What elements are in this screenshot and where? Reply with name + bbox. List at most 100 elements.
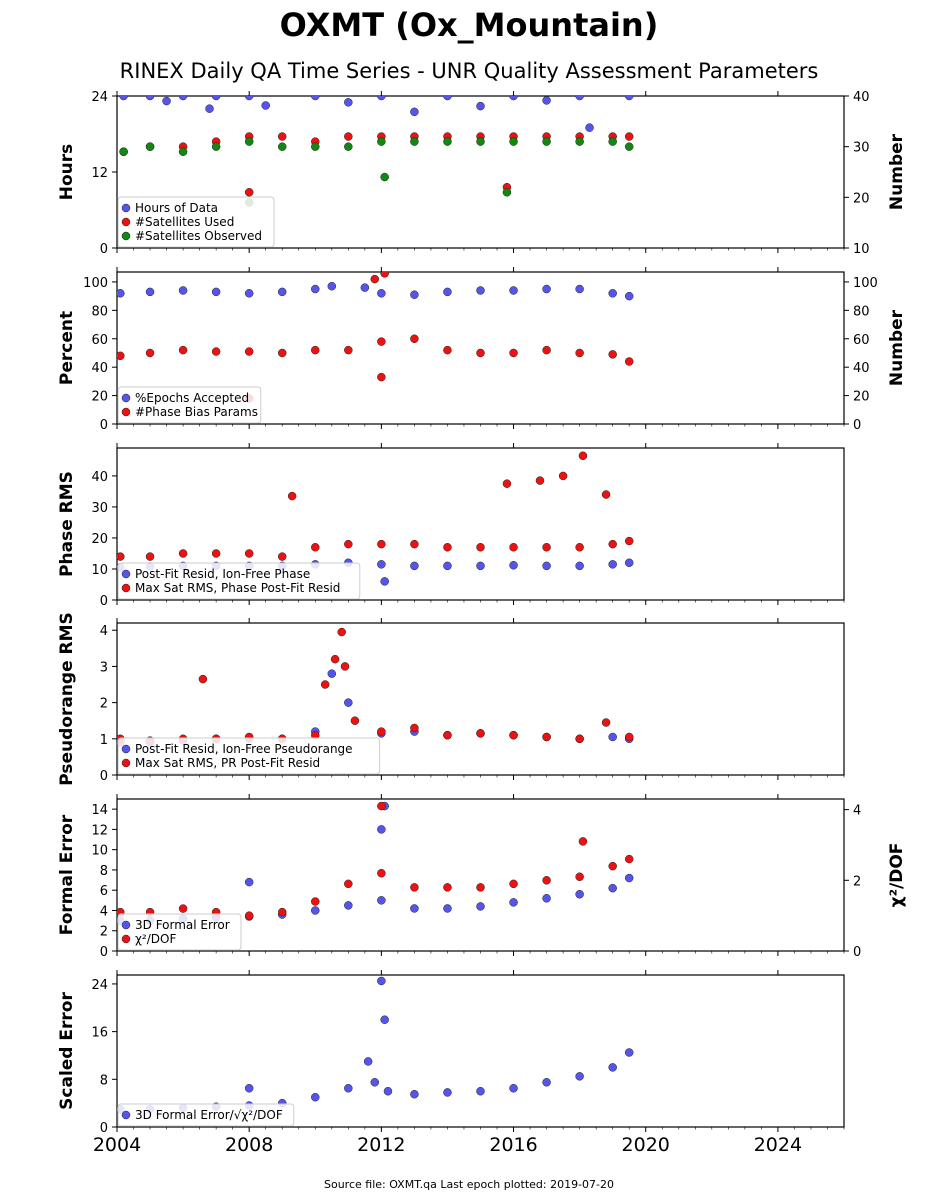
series-blue <box>117 669 634 747</box>
y-tick-label: 40 <box>91 361 108 376</box>
legend-label: χ²/DOF <box>135 932 176 946</box>
legend-box <box>117 196 275 248</box>
series-green <box>119 137 634 207</box>
data-point <box>145 348 155 358</box>
data-point <box>311 96 320 101</box>
y-tick-label: 6 <box>100 884 108 899</box>
data-point <box>509 1084 518 1093</box>
data-point <box>601 490 611 499</box>
data-point <box>410 904 419 913</box>
panel-scaled: 2004 2008 2012 2016 2020 2024 0 8 16 24 Scaled Err… <box>57 970 845 1156</box>
y-tick-label: 12 <box>91 823 108 838</box>
data-point <box>476 729 485 738</box>
data-point <box>575 890 584 899</box>
y-tick-label: 0 <box>100 769 108 784</box>
data-point <box>476 101 485 111</box>
data-point <box>608 883 617 893</box>
data-point <box>211 347 221 356</box>
data-point <box>542 876 551 885</box>
data-point <box>244 137 254 146</box>
series-layer <box>119 96 634 207</box>
data-point <box>575 137 584 146</box>
data-point <box>117 552 125 561</box>
data-point <box>542 561 551 571</box>
legend-label: Max Sat RMS, Phase Post-Fit Resid <box>135 581 340 595</box>
data-point <box>363 1057 373 1066</box>
data-point <box>443 730 452 740</box>
data-point <box>410 561 419 571</box>
data-point <box>198 674 208 684</box>
data-point <box>535 476 545 485</box>
data-point <box>344 901 353 910</box>
data-point <box>575 872 584 882</box>
series-blue <box>117 976 634 1114</box>
data-point <box>211 96 221 101</box>
data-point <box>575 348 584 358</box>
y-tick-label: 24 <box>91 90 108 105</box>
data-point <box>178 345 188 355</box>
data-point <box>542 284 551 294</box>
data-point <box>178 96 188 101</box>
data-point <box>244 911 254 920</box>
data-point <box>410 723 419 733</box>
legend-label: Hours of Data <box>135 201 218 215</box>
data-point <box>178 904 188 913</box>
y2-tick-label: 2 <box>853 874 861 889</box>
y2-axis-label: χ²/DOF <box>887 843 907 908</box>
data-point <box>624 536 634 546</box>
x-tick-label: 2008 <box>225 1134 273 1156</box>
data-point <box>344 142 353 151</box>
data-point <box>370 274 380 284</box>
data-point <box>344 698 353 707</box>
y-tick-label: 0 <box>100 418 108 433</box>
y-tick-label: 80 <box>91 304 108 319</box>
data-point <box>178 549 188 558</box>
data-point <box>476 883 485 892</box>
data-point <box>119 96 128 101</box>
y-tick-label: 14 <box>91 803 108 818</box>
data-point <box>509 879 518 889</box>
data-point <box>145 287 155 297</box>
legend-label: #Phase Bias Params <box>135 405 258 419</box>
data-point <box>145 552 155 561</box>
data-point <box>542 732 551 742</box>
data-point <box>624 357 634 366</box>
data-point <box>261 101 270 110</box>
data-point <box>211 287 221 297</box>
legend-box <box>117 562 361 600</box>
data-point <box>211 142 221 151</box>
data-point <box>558 471 568 481</box>
legend-label: Post-Fit Resid, Ion-Free Pseudorange <box>135 742 353 756</box>
data-point <box>244 347 254 356</box>
y-axis-label: Pseudorange RMS <box>57 612 77 786</box>
series-blue <box>117 281 634 301</box>
legend: Hours of Data#Satellites Used#Satellites… <box>117 196 275 248</box>
data-point <box>330 654 340 664</box>
legend-box <box>117 913 242 951</box>
y2-axis-label: Number <box>887 133 907 210</box>
y-tick-label: 10 <box>91 563 108 578</box>
legend: Post-Fit Resid, Ion-Free PseudorangeMax … <box>117 737 381 775</box>
data-point <box>624 132 634 141</box>
y-tick-label: 20 <box>91 532 108 547</box>
x-tick-label: 2020 <box>622 1134 670 1156</box>
y-tick-label: 100 <box>83 276 108 291</box>
data-point <box>311 1092 320 1102</box>
data-point <box>327 281 337 291</box>
series-layer <box>117 272 634 403</box>
y2-tick-label: 100 <box>853 276 878 291</box>
data-point <box>311 142 320 151</box>
data-point <box>443 137 452 146</box>
data-point <box>608 539 617 549</box>
series-red <box>119 132 634 197</box>
legend: 3D Formal Error/√χ²/DOF <box>117 1103 295 1127</box>
series-layer <box>117 801 634 925</box>
y-axis-label: Hours <box>57 144 77 201</box>
data-point <box>277 552 287 561</box>
data-point <box>205 104 214 113</box>
data-point <box>542 894 551 903</box>
data-point <box>410 539 419 549</box>
y-tick-label: 8 <box>100 864 108 879</box>
